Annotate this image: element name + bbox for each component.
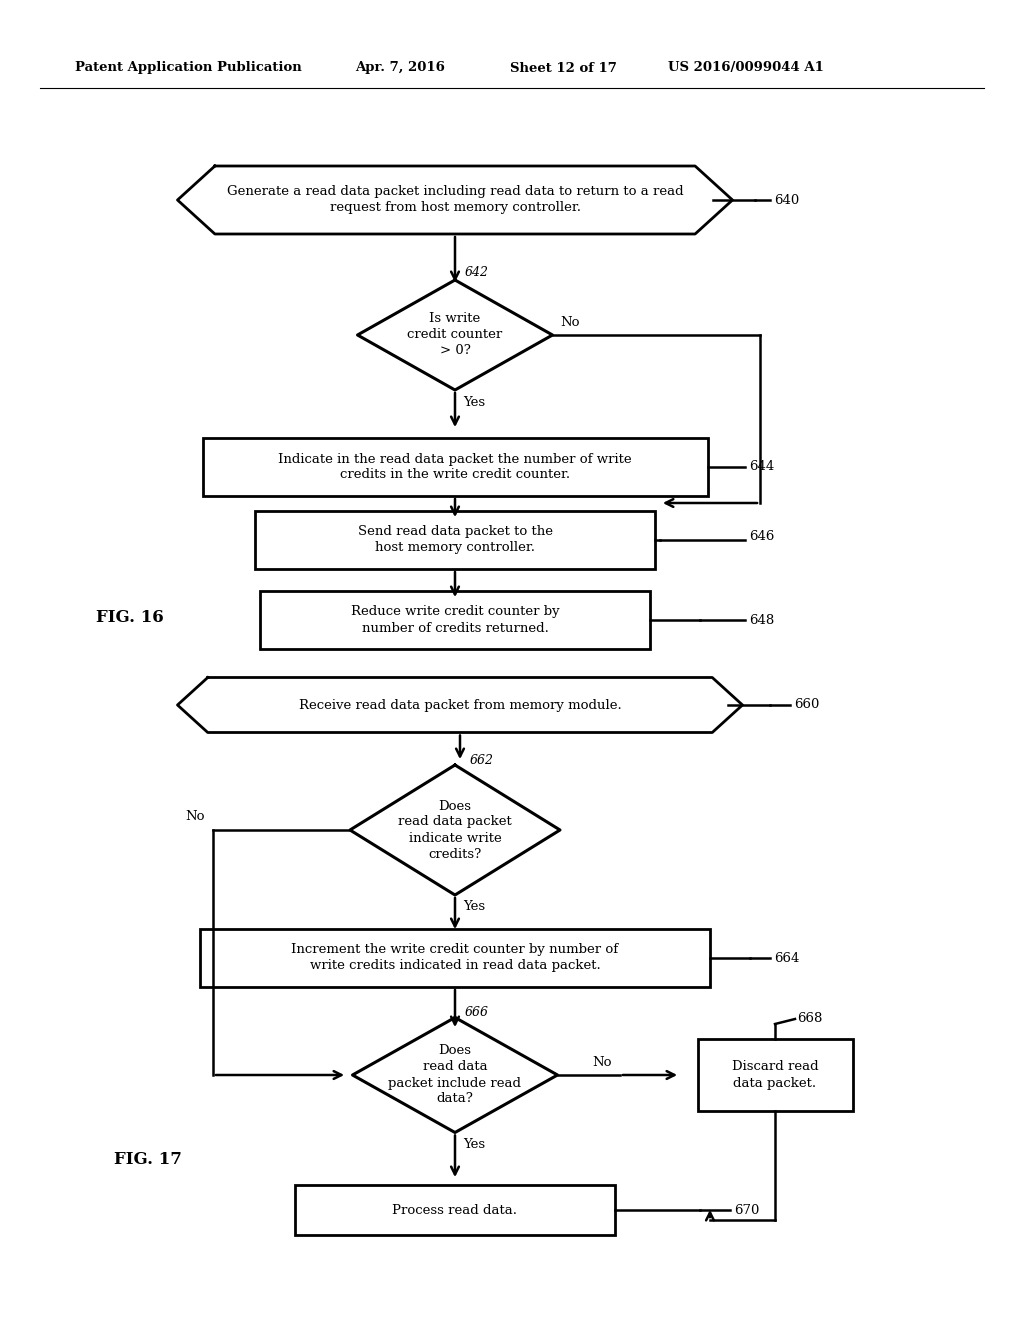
Text: Increment the write credit counter by number of
write credits indicated in read : Increment the write credit counter by nu…	[292, 944, 618, 973]
Polygon shape	[177, 677, 742, 733]
Text: 660: 660	[794, 698, 819, 711]
FancyBboxPatch shape	[203, 438, 708, 496]
Text: FIG. 16: FIG. 16	[96, 610, 164, 627]
Polygon shape	[350, 766, 560, 895]
Text: FIG. 17: FIG. 17	[114, 1151, 182, 1168]
FancyBboxPatch shape	[697, 1039, 853, 1111]
Text: 664: 664	[774, 952, 800, 965]
Text: 668: 668	[797, 1012, 822, 1026]
FancyBboxPatch shape	[260, 591, 650, 649]
Text: 662: 662	[470, 754, 494, 767]
Text: Is write
credit counter
> 0?: Is write credit counter > 0?	[408, 313, 503, 358]
Text: 670: 670	[734, 1204, 760, 1217]
Text: Yes: Yes	[463, 900, 485, 913]
Text: No: No	[185, 810, 205, 824]
Polygon shape	[177, 166, 732, 234]
FancyBboxPatch shape	[255, 511, 655, 569]
Text: 666: 666	[465, 1006, 489, 1019]
Polygon shape	[357, 280, 553, 389]
Text: 640: 640	[774, 194, 800, 206]
Text: Patent Application Publication: Patent Application Publication	[75, 62, 302, 74]
Text: Receive read data packet from memory module.: Receive read data packet from memory mod…	[299, 698, 622, 711]
Text: No: No	[560, 315, 580, 329]
Text: Discard read
data packet.: Discard read data packet.	[732, 1060, 818, 1089]
Text: Apr. 7, 2016: Apr. 7, 2016	[355, 62, 444, 74]
Text: Send read data packet to the
host memory controller.: Send read data packet to the host memory…	[357, 525, 553, 554]
Text: Process read data.: Process read data.	[392, 1204, 517, 1217]
Text: 642: 642	[465, 265, 489, 279]
Text: Reduce write credit counter by
number of credits returned.: Reduce write credit counter by number of…	[350, 606, 559, 635]
Text: Does
read data
packet include read
data?: Does read data packet include read data?	[388, 1044, 521, 1106]
Text: Indicate in the read data packet the number of write
credits in the write credit: Indicate in the read data packet the num…	[279, 453, 632, 482]
Text: 644: 644	[749, 461, 774, 474]
FancyBboxPatch shape	[200, 929, 710, 987]
Text: US 2016/0099044 A1: US 2016/0099044 A1	[668, 62, 824, 74]
Text: Generate a read data packet including read data to return to a read
request from: Generate a read data packet including re…	[226, 186, 683, 214]
Text: No: No	[592, 1056, 611, 1068]
Text: Sheet 12 of 17: Sheet 12 of 17	[510, 62, 616, 74]
Text: Yes: Yes	[463, 396, 485, 408]
Text: 646: 646	[749, 529, 774, 543]
Text: Yes: Yes	[463, 1138, 485, 1151]
FancyBboxPatch shape	[295, 1185, 615, 1236]
Text: 648: 648	[749, 614, 774, 627]
Polygon shape	[352, 1018, 557, 1133]
Text: Does
read data packet
indicate write
credits?: Does read data packet indicate write cre…	[398, 800, 512, 861]
